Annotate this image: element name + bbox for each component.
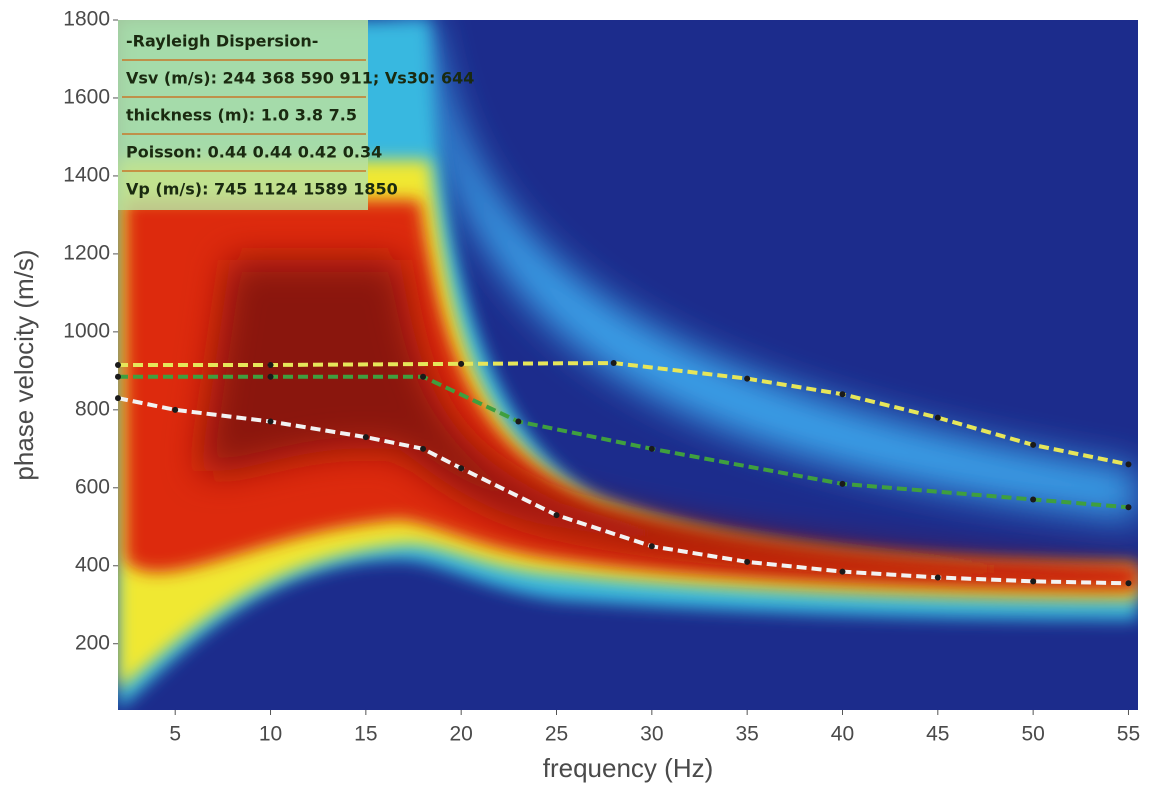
curve-point bbox=[839, 568, 846, 575]
x-tick-label: 15 bbox=[354, 723, 377, 746]
curve-point bbox=[515, 418, 522, 425]
y-tick-label: 1000 bbox=[63, 319, 110, 342]
curve-point bbox=[648, 445, 655, 452]
x-tick-label: 35 bbox=[735, 723, 758, 746]
x-tick-label: 55 bbox=[1117, 723, 1140, 746]
y-tick-label: 1400 bbox=[63, 163, 110, 186]
y-tick-label: 1200 bbox=[63, 241, 110, 264]
x-tick-label: 30 bbox=[640, 723, 663, 746]
annotation: Vsv (m/s): 244 368 590 911; Vs30: 644 bbox=[126, 69, 474, 88]
annotation: Vp (m/s): 745 1124 1589 1850 bbox=[126, 180, 398, 199]
x-tick-label: 40 bbox=[831, 723, 854, 746]
energy-band bbox=[200, 260, 1138, 580]
curve-point bbox=[839, 480, 846, 487]
curve-point bbox=[744, 375, 751, 382]
x-axis-title: frequency (Hz) bbox=[543, 753, 714, 783]
x-tick-label: 20 bbox=[449, 723, 472, 746]
curve-point bbox=[1030, 578, 1037, 585]
curve-point bbox=[115, 395, 121, 402]
curve-point bbox=[362, 434, 369, 441]
curve-point bbox=[458, 360, 465, 367]
curve-point bbox=[1125, 580, 1132, 587]
curve-point bbox=[420, 373, 427, 380]
curve-point bbox=[839, 391, 846, 398]
curve-point bbox=[1125, 504, 1132, 511]
x-tick-label: 25 bbox=[545, 723, 568, 746]
annotation-group: -Rayleigh Dispersion- Vsv (m/s): 244 368 … bbox=[122, 32, 474, 199]
curve-point bbox=[1030, 496, 1037, 503]
curve-point bbox=[934, 574, 941, 581]
curve-point bbox=[172, 406, 179, 413]
curve-point bbox=[1030, 441, 1037, 448]
curve-point bbox=[1125, 461, 1132, 468]
curve-point bbox=[420, 445, 427, 452]
annotation-box bbox=[118, 20, 368, 210]
y-tick-label: 400 bbox=[75, 553, 110, 576]
x-tick-label: 45 bbox=[926, 723, 949, 746]
curve-point bbox=[744, 558, 751, 565]
y-tick-label: 600 bbox=[75, 475, 110, 498]
y-tick-label: 200 bbox=[75, 631, 110, 654]
curve-point bbox=[648, 543, 655, 550]
annotation: thickness (m): 1.0 3.8 7.5 bbox=[126, 106, 357, 125]
curve-point bbox=[267, 373, 274, 380]
energy-band bbox=[400, 20, 1138, 520]
annotation: -Rayleigh Dispersion- bbox=[126, 32, 318, 51]
curve-point bbox=[115, 362, 121, 368]
x-tick-label: 50 bbox=[1021, 723, 1044, 746]
y-tick-label: 800 bbox=[75, 397, 110, 420]
curve-point bbox=[458, 465, 465, 472]
dispersion-image bbox=[118, 20, 1138, 710]
x-tick-label: 10 bbox=[259, 723, 282, 746]
curve-point bbox=[267, 418, 274, 425]
y-tick-label: 1800 bbox=[63, 8, 110, 31]
curve-point bbox=[934, 414, 941, 421]
y-axis-title: phase velocity (m/s) bbox=[9, 249, 39, 480]
curve-point bbox=[115, 373, 121, 380]
y-tick-label: 1600 bbox=[63, 86, 110, 109]
curve-point bbox=[267, 362, 274, 368]
annotation: Poisson: 0.44 0.44 0.42 0.34 bbox=[126, 143, 382, 162]
curve-point bbox=[610, 360, 617, 367]
curve-point bbox=[553, 512, 560, 519]
x-tick-label: 5 bbox=[169, 723, 181, 746]
